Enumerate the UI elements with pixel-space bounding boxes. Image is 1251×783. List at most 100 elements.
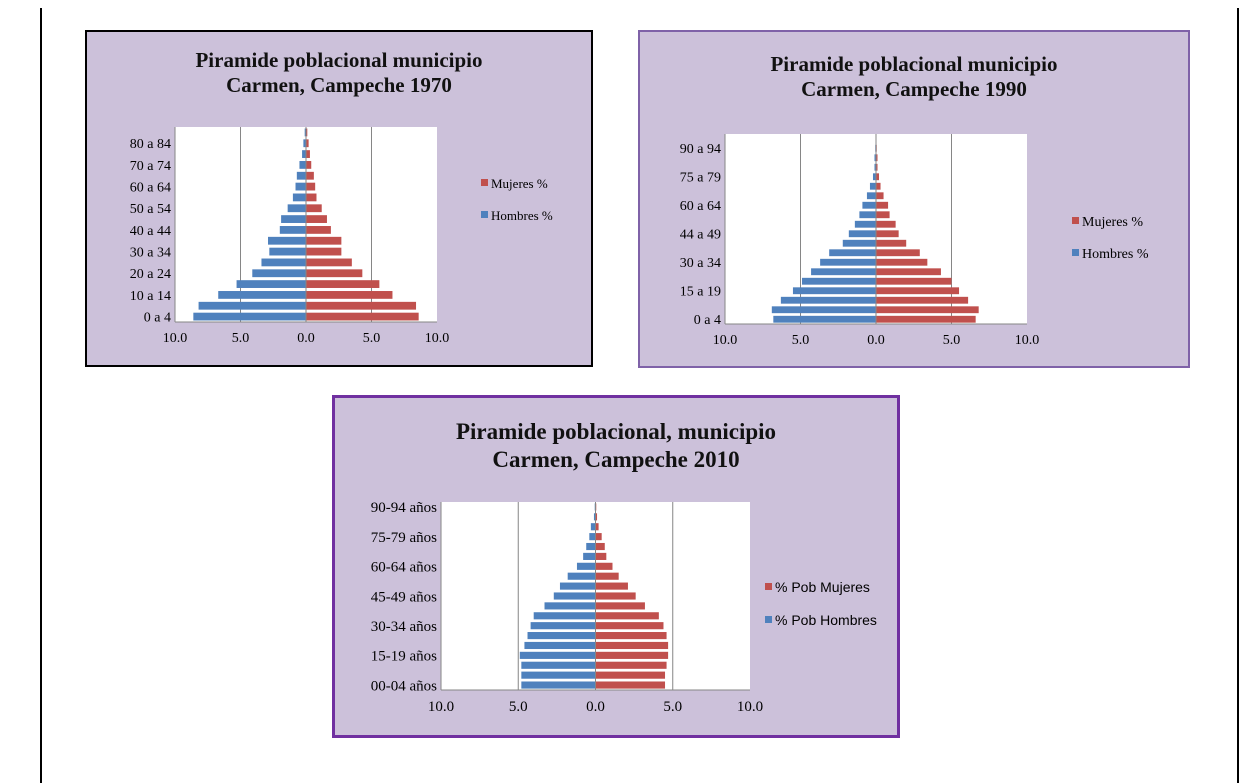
- bar-male: [296, 171, 306, 180]
- bar-female: [595, 681, 666, 689]
- bar-male: [533, 612, 596, 620]
- legend-label: % Pob Mujeres: [775, 579, 870, 595]
- legend-swatch: [765, 616, 772, 623]
- x-tick-label: 0.0: [586, 699, 605, 715]
- bar-female: [595, 592, 636, 600]
- bar-male: [780, 296, 876, 304]
- bar-male: [292, 193, 306, 202]
- bar-female: [876, 154, 878, 162]
- category-label: 90 a 94: [680, 142, 721, 157]
- bar-male: [593, 513, 596, 521]
- bar-female: [595, 632, 667, 640]
- bar-female: [876, 268, 941, 276]
- bar-female: [306, 236, 342, 245]
- chart-title-line-2: Carmen, Campeche 1970: [226, 73, 452, 98]
- legend-swatch: [1072, 249, 1079, 256]
- bar-male: [866, 192, 876, 200]
- chart-panel-2010: Piramide poblacional, municipio Carmen, …: [332, 395, 900, 738]
- chart-title-line-1: Piramide poblacional, municipio: [455, 419, 777, 444]
- bar-female: [306, 258, 352, 267]
- bar-female: [306, 161, 312, 169]
- bar-female: [595, 602, 645, 610]
- category-label: 10 a 14: [130, 289, 171, 304]
- bar-female: [306, 280, 380, 288]
- bar-male: [524, 641, 596, 650]
- legend-label: Mujeres %: [1082, 215, 1143, 230]
- category-label: 70 a 74: [130, 159, 171, 174]
- category-label: 90-94 años: [371, 500, 437, 516]
- bar-male: [521, 671, 596, 679]
- chart-title: Piramide poblacional, municipio Carmen, …: [335, 418, 897, 473]
- bar-female: [876, 163, 878, 171]
- legend-swatch: [765, 583, 772, 590]
- bar-male: [589, 533, 596, 541]
- bar-female: [306, 193, 317, 202]
- bar-male: [279, 226, 306, 234]
- bar-female: [595, 552, 607, 560]
- bar-male: [820, 258, 876, 266]
- bar-female: [876, 258, 928, 266]
- legend-label: % Pob Hombres: [775, 612, 877, 628]
- bar-female: [306, 128, 308, 137]
- bar-male: [874, 163, 876, 171]
- bar-male: [854, 220, 876, 228]
- category-label: 75 a 79: [680, 171, 721, 186]
- category-label: 45-49 años: [371, 589, 437, 605]
- chart-svg: 00-04 años 15-19 años 30-34 años 45-49 años…: [371, 500, 877, 715]
- bar-female: [306, 204, 322, 213]
- bar-male: [281, 215, 306, 223]
- bar-male: [268, 236, 306, 245]
- bar-female: [595, 622, 664, 630]
- category-label: 30 a 34: [130, 245, 171, 260]
- legend-label: Mujeres %: [491, 176, 548, 191]
- bar-male: [576, 562, 596, 570]
- category-label: 40 a 44: [130, 224, 171, 239]
- bar-female: [595, 661, 667, 669]
- category-label: 60 a 64: [680, 199, 721, 214]
- x-tick-label: 5.0: [943, 333, 961, 348]
- bar-female: [595, 641, 669, 650]
- x-tick-label: 10.0: [1015, 333, 1040, 348]
- page-frame: [40, 8, 1239, 783]
- bar-female: [876, 230, 899, 238]
- bar-female: [876, 296, 969, 304]
- x-tick-label: 0.0: [867, 333, 885, 348]
- bar-male: [521, 681, 596, 689]
- bar-female: [876, 306, 979, 314]
- category-label: 80 a 84: [130, 137, 171, 152]
- x-tick-label: 5.0: [663, 699, 682, 715]
- bar-male: [218, 291, 306, 299]
- legend-label: Hombres %: [1082, 247, 1149, 262]
- bar-female: [306, 291, 393, 299]
- bar-male: [193, 312, 306, 321]
- bar-male: [862, 201, 876, 209]
- bar-female: [595, 533, 602, 541]
- bar-male: [802, 277, 876, 285]
- bar-male: [304, 128, 306, 137]
- bar-female: [595, 671, 666, 679]
- bar-female: [595, 562, 613, 570]
- bar-male: [553, 592, 596, 600]
- bar-female: [306, 247, 342, 256]
- chart-title: Piramide poblacional municipio Carmen, C…: [87, 48, 591, 98]
- category-label: 15-19 años: [371, 649, 437, 665]
- bar-male: [299, 161, 306, 169]
- bar-female: [876, 239, 907, 247]
- bar-male: [590, 523, 596, 531]
- bar-male: [874, 154, 876, 162]
- bar-male: [586, 542, 596, 551]
- bar-male: [869, 182, 876, 190]
- x-tick-label: 5.0: [792, 333, 810, 348]
- chart-panel-1970: Piramide poblacional municipio Carmen, C…: [85, 30, 593, 367]
- bar-male: [287, 204, 306, 213]
- category-label: 30-34 años: [371, 619, 437, 635]
- category-label: 50 a 54: [130, 202, 171, 217]
- category-label: 44 a 49: [680, 228, 721, 243]
- chart-svg: 0 a 4 15 a 19 30 a 34 44 a 49 60 a 64 75 a 79…: [680, 134, 1149, 348]
- bar-male: [252, 269, 306, 278]
- bar-female: [306, 150, 310, 158]
- chart-title-line-1: Piramide poblacional municipio: [195, 48, 483, 72]
- bar-female: [306, 215, 327, 223]
- bar-female: [876, 201, 889, 209]
- x-tick-label: 10.0: [737, 699, 763, 715]
